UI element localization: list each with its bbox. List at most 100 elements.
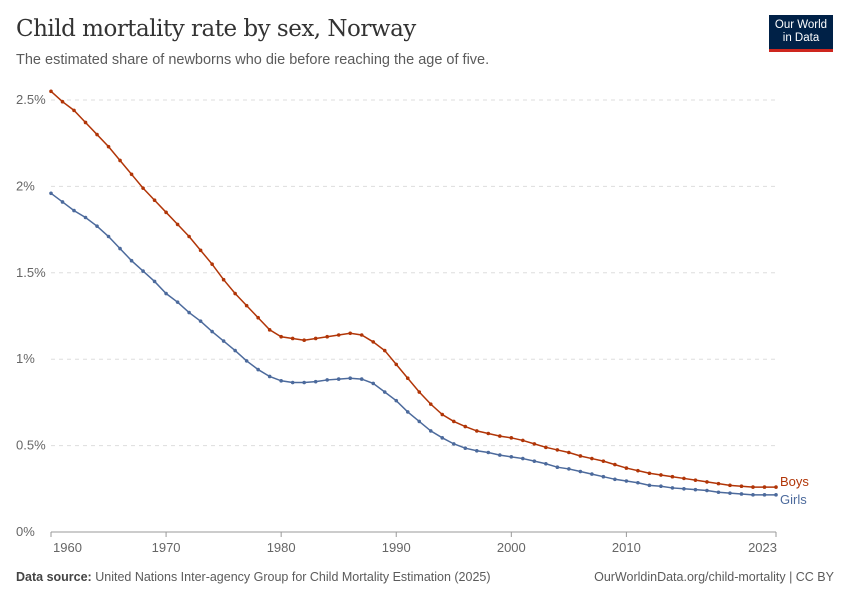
data-point xyxy=(141,269,145,273)
y-tick-label: 2.5% xyxy=(16,92,46,107)
data-point xyxy=(590,456,594,461)
data-point xyxy=(474,429,479,433)
data-point xyxy=(405,376,410,381)
data-point xyxy=(394,398,399,403)
data-point xyxy=(290,380,295,385)
data-point xyxy=(313,336,318,341)
data-point xyxy=(187,234,191,239)
data-point xyxy=(325,334,329,339)
legend-label-girls: Girls xyxy=(780,492,807,507)
data-point xyxy=(751,493,755,497)
data-point xyxy=(164,291,168,296)
data-point xyxy=(567,467,571,471)
data-point xyxy=(290,336,295,341)
data-point xyxy=(164,210,168,215)
data-point xyxy=(532,442,537,446)
data-point xyxy=(474,448,479,453)
data-source: Data source: United Nations Inter-agency… xyxy=(16,570,491,584)
source-text: United Nations Inter-agency Group for Ch… xyxy=(95,570,491,584)
data-point xyxy=(521,456,525,461)
data-point xyxy=(428,402,433,406)
source-url[interactable]: OurWorldinData.org/child-mortality | CC … xyxy=(594,570,834,584)
data-point xyxy=(636,468,640,473)
data-point xyxy=(72,108,76,113)
data-point xyxy=(440,412,445,417)
data-point xyxy=(49,191,53,196)
data-point xyxy=(175,300,180,304)
data-point xyxy=(129,258,134,263)
data-point xyxy=(49,89,53,94)
data-point xyxy=(382,348,387,353)
data-point xyxy=(451,442,456,446)
data-point xyxy=(739,484,744,489)
legend-label-boys: Boys xyxy=(780,474,809,489)
data-point xyxy=(578,454,583,458)
data-point xyxy=(428,429,433,433)
data-point xyxy=(118,246,122,251)
data-point xyxy=(405,410,410,414)
data-point xyxy=(601,459,606,463)
series-line-boys xyxy=(50,90,776,488)
data-point xyxy=(624,466,629,470)
data-point xyxy=(624,479,629,483)
data-point xyxy=(210,262,214,266)
data-point xyxy=(716,481,721,486)
data-point xyxy=(659,484,663,489)
data-point xyxy=(106,234,111,239)
data-point xyxy=(751,485,755,489)
data-point xyxy=(463,446,468,450)
data-point xyxy=(302,338,306,342)
data-point xyxy=(336,377,341,381)
data-point xyxy=(636,480,640,485)
data-point xyxy=(382,390,387,394)
data-point xyxy=(544,445,548,450)
data-point xyxy=(590,472,594,476)
data-point xyxy=(693,487,698,492)
data-point xyxy=(544,461,548,466)
data-point xyxy=(359,377,364,381)
data-point xyxy=(106,144,111,149)
data-point xyxy=(83,120,88,125)
y-tick-label: 1.5% xyxy=(16,265,46,280)
data-point xyxy=(682,487,686,491)
data-point xyxy=(371,340,376,344)
data-point xyxy=(267,328,272,332)
data-point xyxy=(95,224,99,228)
data-point xyxy=(486,450,491,455)
data-point xyxy=(256,367,260,372)
data-point xyxy=(647,471,652,476)
data-point xyxy=(348,376,353,381)
data-point xyxy=(451,419,456,424)
owid-logo[interactable]: Our World in Data xyxy=(769,15,833,52)
data-point xyxy=(762,493,767,497)
y-tick-label: 0.5% xyxy=(16,438,46,453)
data-point xyxy=(210,329,214,334)
data-point xyxy=(417,419,422,424)
data-point xyxy=(175,222,180,227)
data-point xyxy=(509,436,514,440)
data-point xyxy=(198,248,203,253)
x-tick-label: 1980 xyxy=(267,540,296,555)
data-point xyxy=(394,362,399,367)
data-point xyxy=(244,303,249,308)
data-point xyxy=(613,477,617,482)
data-point xyxy=(348,331,353,336)
data-point xyxy=(141,186,145,190)
data-point xyxy=(279,379,283,383)
data-point xyxy=(440,436,445,440)
x-tick-label: 1990 xyxy=(382,540,411,555)
data-point xyxy=(693,478,698,482)
data-point xyxy=(152,279,157,284)
data-point xyxy=(705,480,709,484)
source-label: Data source: xyxy=(16,570,92,584)
y-tick-label: 1% xyxy=(16,351,35,366)
x-tick-label: 2010 xyxy=(612,540,641,555)
data-point xyxy=(336,333,341,337)
data-point xyxy=(198,319,203,323)
data-point xyxy=(567,450,571,455)
x-tick-label: 2023 xyxy=(748,540,777,555)
data-point xyxy=(129,172,134,177)
data-point xyxy=(233,291,237,296)
data-point xyxy=(60,200,65,204)
